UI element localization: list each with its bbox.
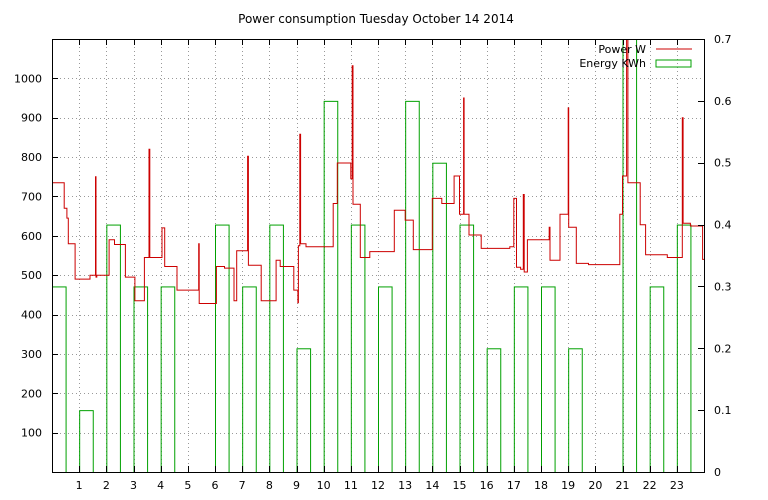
x-tick-label: 16 [480, 479, 494, 492]
y-tick-label: 100 [21, 427, 42, 440]
x-tick-label: 5 [184, 479, 191, 492]
y-tick-label: 700 [21, 190, 42, 203]
y2-tick-label: 0.6 [714, 95, 732, 108]
x-tick-label: 15 [453, 479, 467, 492]
legend-label-power: Power W [598, 43, 646, 56]
x-tick-label: 17 [507, 479, 521, 492]
x-tick-label: 1 [76, 479, 83, 492]
y2-tick-label: 0 [714, 466, 721, 479]
legend-swatch-energy [655, 59, 692, 68]
x-tick-label: 22 [643, 479, 657, 492]
x-tick-label: 11 [344, 479, 358, 492]
y-tick-label: 900 [21, 112, 42, 125]
x-tick-label: 12 [371, 479, 385, 492]
x-tick-label: 6 [212, 479, 219, 492]
y-tick-label: 300 [21, 348, 42, 361]
power-line-series [52, 39, 704, 304]
x-tick-label: 18 [534, 479, 548, 492]
y2-tick-label: 0.2 [714, 342, 732, 355]
y2-tick-label: 0.1 [714, 404, 732, 417]
x-tick-label: 23 [670, 479, 684, 492]
y-tick-label: 500 [21, 269, 42, 282]
x-tick-label: 3 [130, 479, 137, 492]
y-tick-label: 200 [21, 387, 42, 400]
x-tick-label: 4 [157, 479, 164, 492]
legend-label-energy: Energy KWh [579, 57, 646, 70]
x-tick-label: 10 [317, 479, 331, 492]
x-tick-label: 7 [239, 479, 246, 492]
x-tick-label: 14 [425, 479, 439, 492]
y-tick-label: 400 [21, 309, 42, 322]
power-line [52, 39, 704, 304]
y-tick-label: 600 [21, 230, 42, 243]
x-tick-label: 13 [398, 479, 412, 492]
x-tick-label: 8 [266, 479, 273, 492]
y-tick-label: 1000 [14, 72, 42, 85]
axes: 1 2 3 4 5 6 7 8 9 10 11 12 13 14 15 16 17 18 19 20 21 22 23100… [14, 33, 732, 492]
chart-title: Power consumption Tuesday October 14 201… [238, 12, 514, 26]
y2-tick-label: 0.3 [714, 280, 732, 293]
x-tick-label: 19 [561, 479, 575, 492]
y2-tick-label: 0.5 [714, 157, 732, 170]
x-tick-label: 20 [588, 479, 602, 492]
legend: Power W Energy KWh [579, 43, 692, 70]
y-tick-label: 800 [21, 151, 42, 164]
x-tick-label: 21 [616, 479, 630, 492]
y2-tick-label: 0.4 [714, 219, 732, 232]
x-tick-label: 9 [293, 479, 300, 492]
x-tick-label: 2 [103, 479, 110, 492]
y2-tick-label: 0.7 [714, 33, 732, 46]
